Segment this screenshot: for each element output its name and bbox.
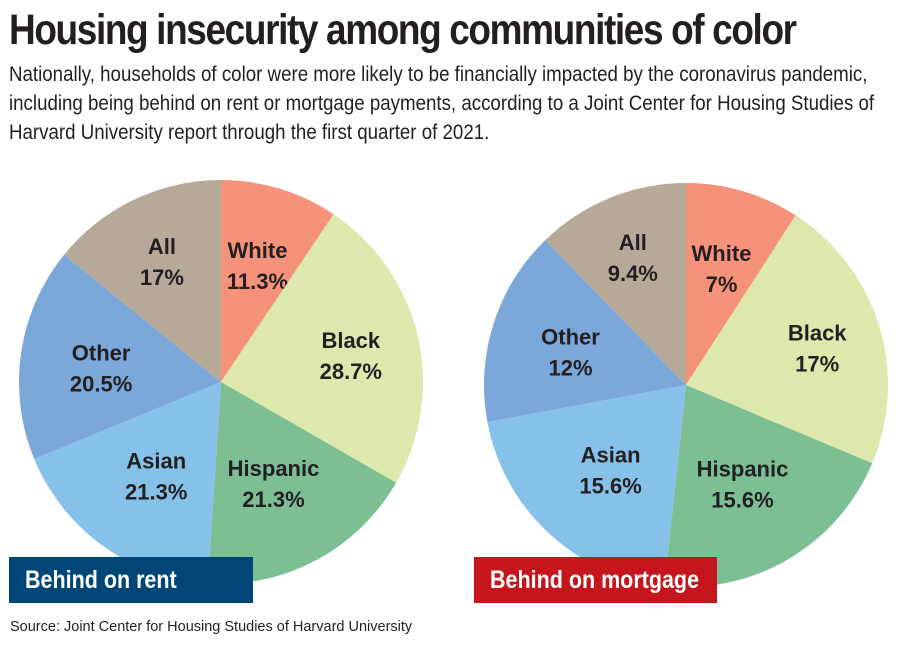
slice-label-asian: Asian [126, 448, 186, 473]
pie-slice-other [18, 254, 221, 459]
slice-value-hispanic: 15.6% [711, 488, 773, 513]
slice-label-white: White [228, 238, 288, 263]
pie-slice-other [483, 240, 686, 423]
slice-value-black: 28.7% [320, 359, 382, 384]
slice-value-other: 12% [548, 355, 592, 380]
slice-label-asian: Asian [581, 443, 641, 468]
slice-value-white: 7% [706, 272, 738, 297]
pie-slice-black [221, 214, 423, 483]
slice-value-hispanic: 21.3% [242, 487, 304, 512]
slice-value-black: 17% [795, 352, 839, 377]
slice-label-all: All [619, 230, 647, 255]
pie-slice-black [686, 215, 888, 464]
slice-label-other: Other [541, 324, 600, 349]
badge-rent-label: Behind on rent [25, 566, 177, 594]
slice-label-all: All [148, 234, 176, 259]
slice-value-all: 17% [140, 265, 184, 290]
badge-behind-on-rent: Behind on rent [9, 557, 253, 603]
slice-label-black: Black [321, 328, 380, 353]
pie-slice-hispanic [664, 385, 873, 587]
badge-mortgage-label: Behind on mortgage [490, 566, 700, 594]
slice-label-black: Black [788, 321, 847, 346]
chart-subtitle: Nationally, households of color were mor… [9, 62, 875, 144]
pie-behind-on-mortgage: White 7% Black 17% Hispanic 15.6% Asian 15.6% Ot… [483, 183, 888, 587]
slice-value-all: 9.4% [608, 261, 658, 286]
badge-behind-on-mortgage: Behind on mortgage [474, 557, 717, 603]
pie-slice-all [545, 183, 686, 385]
slice-label-other: Other [72, 341, 131, 366]
pie-slice-asian [487, 385, 686, 586]
pie-slice-all [64, 180, 221, 382]
source-note: Source: Joint Center for Housing Studies… [10, 619, 413, 635]
pie-behind-on-rent: White 11.3% Black 28.7% Hispanic 21.3% Asian 21… [18, 180, 423, 585]
pie-slice-white [221, 180, 334, 382]
pie-slice-asian [34, 382, 221, 584]
slice-value-asian: 21.3% [125, 479, 187, 504]
slice-value-white: 11.3% [227, 269, 288, 294]
slice-label-white: White [692, 241, 752, 266]
slice-label-hispanic: Hispanic [697, 457, 789, 482]
slice-label-hispanic: Hispanic [228, 456, 320, 481]
chart-title: Housing insecurity among communities of … [9, 6, 797, 54]
pie-slice-white [686, 183, 796, 385]
slice-value-other: 20.5% [70, 372, 132, 397]
slice-value-asian: 15.6% [579, 474, 641, 499]
pie-slice-hispanic [207, 382, 397, 585]
